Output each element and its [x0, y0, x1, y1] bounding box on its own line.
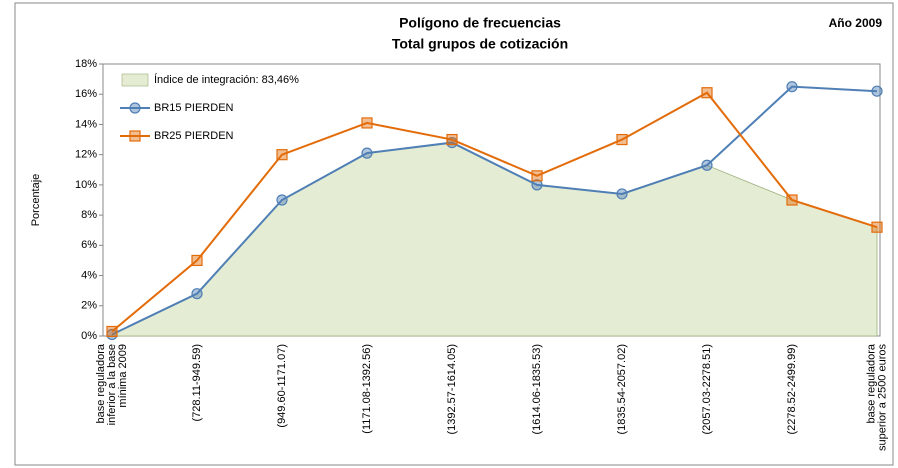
point	[106, 325, 118, 338]
y-tick-label: 6%	[81, 239, 97, 251]
point	[786, 194, 798, 206]
x-tick-label: (1171.08-1392.56)	[361, 344, 373, 434]
legend-label: BR25 PIERDEN	[154, 130, 234, 142]
y-tick-label: 16%	[75, 88, 97, 100]
line	[111, 85, 878, 336]
point	[701, 87, 713, 99]
x-tick-label: (949.60-1171.07)	[276, 344, 288, 428]
legend-marker	[129, 130, 141, 142]
y-axis-label: Porcentaje	[30, 174, 42, 227]
y-tick-label: 8%	[81, 209, 97, 221]
x-tick-label: base reguladora	[95, 343, 107, 423]
line	[111, 91, 878, 333]
point	[276, 194, 288, 206]
x-tick-label: base reguladora	[865, 343, 877, 423]
legend-label: BR15 PIERDEN	[154, 102, 234, 114]
point	[871, 221, 883, 233]
point	[871, 85, 883, 97]
x-tick-label: (2278.52-2499.99)	[786, 344, 798, 435]
x-tick-label: mínima 2009	[117, 344, 129, 408]
point	[616, 133, 628, 146]
point	[616, 188, 628, 200]
x-tick-label: (2057.03-2278.51)	[701, 344, 713, 435]
y-tick-label: 10%	[75, 179, 97, 191]
y-tick-label: 2%	[81, 300, 97, 312]
chart-subtitle: Total grupos de cotización	[392, 36, 568, 52]
chart-title: Polígono de frecuencias	[399, 15, 561, 31]
y-tick-label: 4%	[81, 269, 97, 281]
point	[361, 147, 373, 159]
x-tick-label: (728.11-949.59)	[191, 344, 203, 421]
point	[446, 133, 458, 146]
x-tick-label: inferior a la base	[106, 344, 118, 425]
y-tick-label: 12%	[75, 149, 97, 161]
y-tick-label: 0%	[81, 330, 97, 342]
point	[191, 254, 203, 267]
point	[531, 179, 543, 191]
year-annotation: Año 2009	[829, 16, 883, 30]
point	[701, 159, 713, 171]
legend-label: Índice de integración: 83,46%	[154, 73, 299, 86]
y-tick-label: 14%	[75, 118, 97, 130]
point	[276, 149, 288, 161]
point	[531, 170, 543, 182]
point	[191, 288, 203, 300]
x-tick-label: (1392.57-1614.05)	[446, 344, 458, 435]
legend-swatch	[121, 73, 149, 87]
legend-marker	[129, 102, 141, 114]
x-tick-label: superior a 2500 euros	[876, 344, 888, 452]
x-tick-label: (1835.54-2057.02)	[616, 344, 628, 435]
x-tick-label: (1614.06-1835.53)	[531, 344, 543, 435]
point	[361, 117, 373, 129]
y-tick-label: 18%	[75, 58, 97, 70]
point	[786, 81, 798, 93]
